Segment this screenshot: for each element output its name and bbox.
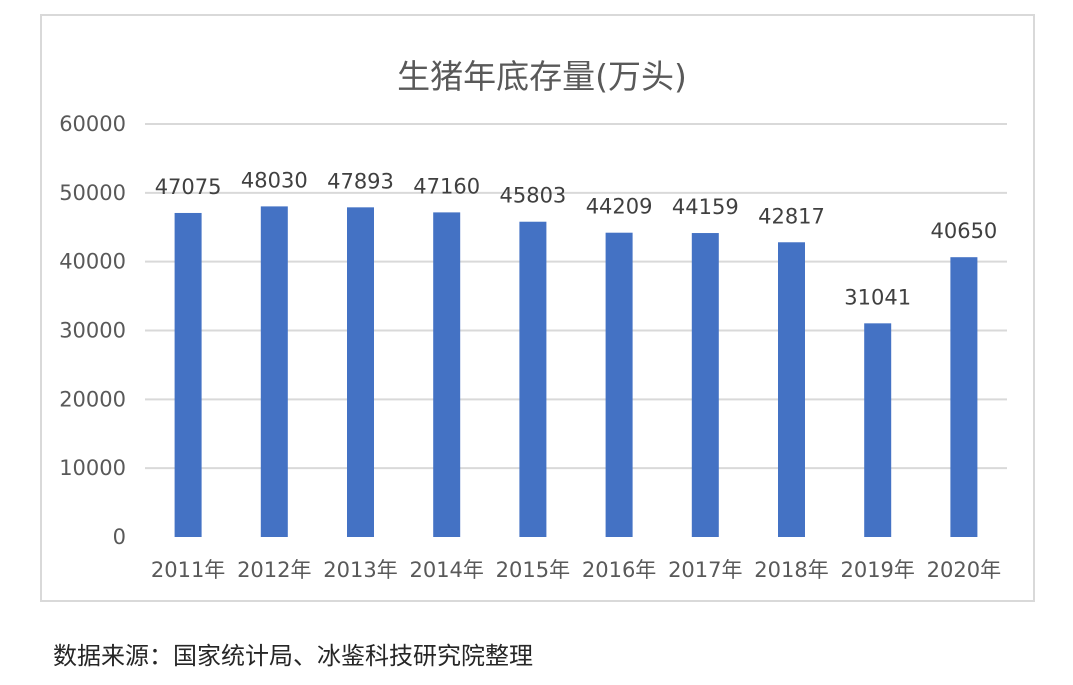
bar-2012年 — [260, 206, 288, 537]
bar-2016年 — [605, 232, 633, 538]
bars — [174, 206, 978, 538]
x-axis-ticks: 2011年 2012年 2013年 2014年 2015年 2016年 2017年 2018年… — [151, 558, 1001, 582]
bar-2014年 — [433, 212, 461, 537]
data-label: 44209 — [586, 195, 653, 219]
y-tick-label: 0 — [113, 525, 126, 549]
bar-2018年 — [778, 242, 805, 538]
x-tick-label: 2020年 — [927, 558, 1001, 582]
data-label: 45803 — [499, 184, 566, 208]
data-label: 47893 — [327, 169, 394, 193]
chart-title: 生猪年底存量(万头) — [397, 57, 687, 96]
data-label: 47075 — [155, 175, 222, 199]
bar-2013年 — [347, 207, 374, 537]
y-tick-label: 10000 — [59, 456, 126, 480]
x-tick-label: 2016年 — [582, 558, 656, 582]
y-tick-label: 20000 — [59, 387, 126, 411]
y-axis-ticks: 0 10000 20000 30000 40000 50000 60000 — [59, 112, 126, 549]
x-tick-label: 2018年 — [754, 558, 828, 582]
source-note: 数据来源：国家统计局、冰鉴科技研究院整理 — [53, 642, 533, 670]
x-tick-label: 2019年 — [840, 558, 914, 582]
y-tick-label: 30000 — [59, 319, 126, 343]
bar-2020年 — [950, 257, 978, 537]
grid-lines — [145, 123, 1007, 470]
data-label: 47160 — [413, 174, 480, 198]
x-tick-label: 2014年 — [409, 558, 483, 582]
x-tick-label: 2017年 — [668, 558, 742, 582]
data-labels: 47075 48030 47893 47160 45803 44209 44159 42817… — [155, 168, 998, 309]
data-label: 42817 — [758, 204, 825, 228]
y-tick-label: 40000 — [59, 250, 126, 274]
data-label: 40650 — [930, 219, 997, 243]
chart-frame: 生猪年底存量(万头) 0 10000 20000 30000 40000 50000 600… — [40, 14, 1035, 602]
bar-2015年 — [519, 221, 547, 537]
bar-2019年 — [864, 323, 892, 537]
y-tick-label: 50000 — [59, 181, 126, 205]
bar-2011年 — [174, 212, 202, 537]
x-tick-label: 2013年 — [323, 558, 397, 582]
data-label: 44159 — [672, 195, 739, 219]
y-tick-label: 60000 — [59, 112, 126, 136]
data-label: 48030 — [241, 168, 308, 192]
x-tick-label: 2011年 — [151, 558, 225, 582]
bar-2017年 — [691, 233, 719, 537]
bar-chart: 生猪年底存量(万头) 0 10000 20000 30000 40000 50000 600… — [59, 57, 1007, 582]
x-tick-label: 2012年 — [237, 558, 311, 582]
data-label: 31041 — [844, 285, 911, 309]
x-tick-label: 2015年 — [496, 558, 570, 582]
